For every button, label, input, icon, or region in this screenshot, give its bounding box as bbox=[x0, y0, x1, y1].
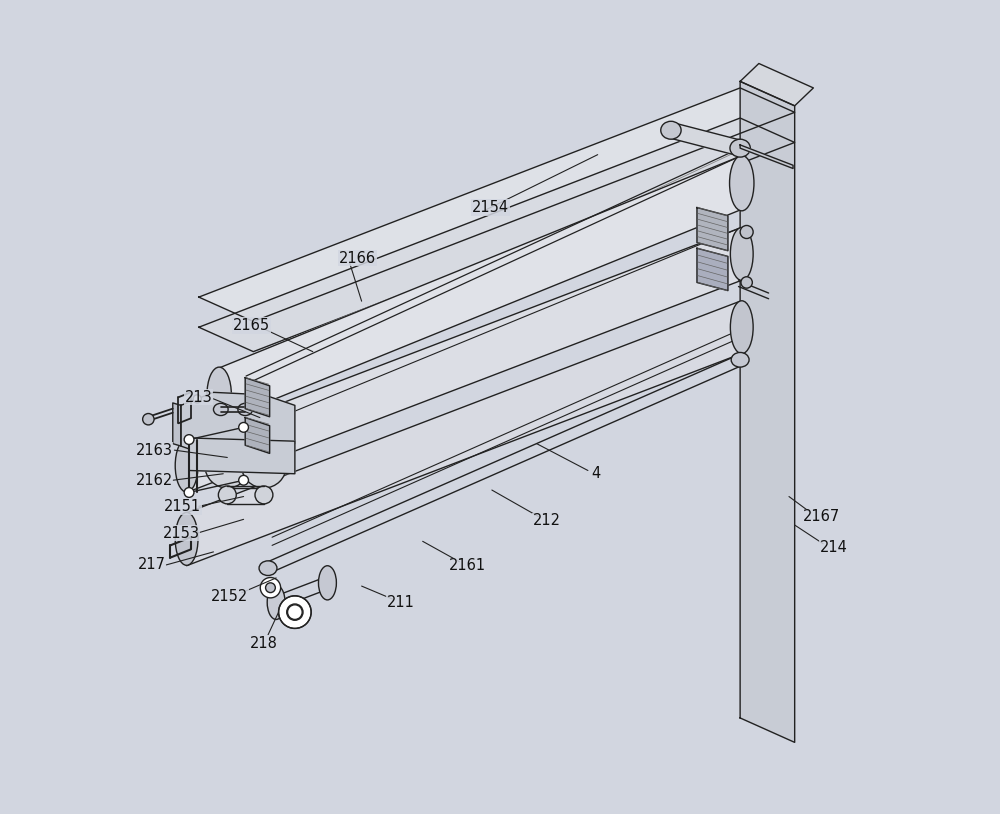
Polygon shape bbox=[187, 228, 740, 492]
Ellipse shape bbox=[238, 404, 253, 416]
Ellipse shape bbox=[279, 596, 311, 628]
Ellipse shape bbox=[143, 414, 154, 425]
Polygon shape bbox=[245, 378, 270, 417]
Polygon shape bbox=[245, 418, 270, 453]
Ellipse shape bbox=[213, 404, 228, 416]
Ellipse shape bbox=[318, 566, 336, 600]
Ellipse shape bbox=[218, 486, 236, 504]
Text: 2165: 2165 bbox=[233, 318, 270, 333]
Text: 214: 214 bbox=[820, 540, 848, 554]
Ellipse shape bbox=[661, 121, 681, 139]
Text: 2162: 2162 bbox=[135, 473, 173, 488]
Text: 2151: 2151 bbox=[164, 499, 201, 514]
Ellipse shape bbox=[184, 435, 194, 444]
Polygon shape bbox=[173, 403, 181, 446]
Polygon shape bbox=[187, 301, 740, 566]
Text: 2163: 2163 bbox=[136, 443, 173, 457]
Ellipse shape bbox=[193, 395, 201, 403]
Polygon shape bbox=[199, 88, 795, 322]
Ellipse shape bbox=[175, 513, 198, 565]
Ellipse shape bbox=[730, 228, 753, 281]
Text: 211: 211 bbox=[387, 595, 415, 610]
Ellipse shape bbox=[255, 486, 273, 504]
Ellipse shape bbox=[730, 139, 750, 157]
Text: 2154: 2154 bbox=[472, 200, 509, 215]
Ellipse shape bbox=[741, 277, 752, 288]
Polygon shape bbox=[697, 248, 728, 291]
Ellipse shape bbox=[730, 155, 754, 211]
Polygon shape bbox=[199, 118, 795, 352]
Text: 2153: 2153 bbox=[162, 526, 199, 540]
Polygon shape bbox=[740, 145, 793, 168]
Text: 2167: 2167 bbox=[803, 510, 840, 524]
Text: 2161: 2161 bbox=[449, 558, 486, 573]
Ellipse shape bbox=[252, 393, 260, 401]
Ellipse shape bbox=[740, 225, 753, 239]
Polygon shape bbox=[181, 392, 295, 457]
Ellipse shape bbox=[260, 578, 281, 597]
Text: 2152: 2152 bbox=[211, 589, 248, 604]
Ellipse shape bbox=[239, 422, 248, 432]
Ellipse shape bbox=[267, 585, 285, 619]
Polygon shape bbox=[671, 122, 740, 156]
Polygon shape bbox=[189, 438, 295, 474]
Text: 213: 213 bbox=[185, 390, 213, 405]
Ellipse shape bbox=[184, 488, 194, 497]
Polygon shape bbox=[740, 81, 795, 742]
Ellipse shape bbox=[205, 443, 250, 488]
Text: 4: 4 bbox=[591, 466, 601, 481]
Ellipse shape bbox=[731, 352, 749, 367]
Polygon shape bbox=[740, 63, 813, 106]
Text: 218: 218 bbox=[250, 636, 278, 650]
Ellipse shape bbox=[730, 301, 753, 353]
Ellipse shape bbox=[175, 440, 198, 492]
Polygon shape bbox=[697, 208, 728, 251]
Ellipse shape bbox=[242, 443, 286, 488]
Text: 217: 217 bbox=[138, 558, 166, 572]
Ellipse shape bbox=[259, 561, 277, 575]
Text: 212: 212 bbox=[533, 514, 561, 528]
Ellipse shape bbox=[207, 367, 231, 422]
Ellipse shape bbox=[287, 604, 303, 620]
Ellipse shape bbox=[266, 583, 275, 593]
Polygon shape bbox=[219, 156, 740, 422]
Text: 2166: 2166 bbox=[339, 251, 376, 265]
Ellipse shape bbox=[239, 475, 248, 485]
